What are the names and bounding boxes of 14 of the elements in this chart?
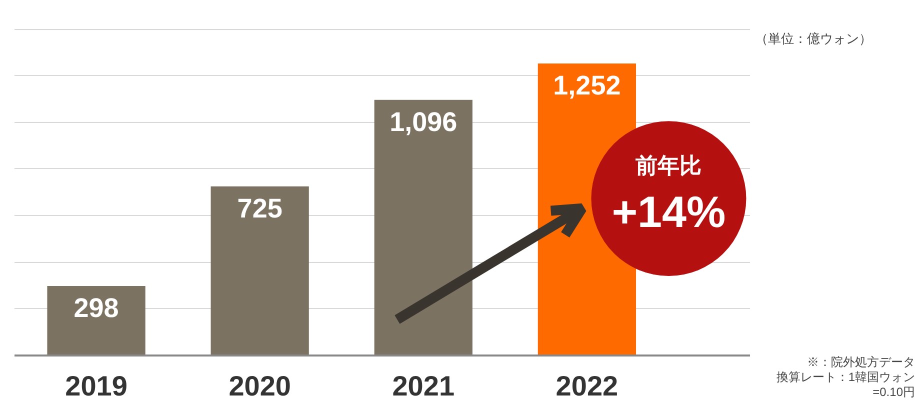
x-tick-label: 2019 <box>65 370 128 402</box>
data-label: 298 <box>74 293 119 324</box>
data-label: 1,096 <box>390 106 458 137</box>
text: 換算レート：1韓国ウォン=0.10円 <box>776 370 915 399</box>
bar <box>47 286 146 356</box>
text: （単位：億ウォン） <box>755 30 872 48</box>
annotation: 前年比 +14% <box>612 153 726 238</box>
x-tick-label: 2021 <box>392 370 455 402</box>
bar <box>210 186 309 356</box>
data-label: 1,252 <box>553 70 621 101</box>
x-tick-label: 2020 <box>228 370 291 402</box>
data-label: 725 <box>237 193 282 224</box>
x-tick-label: 2022 <box>556 370 618 402</box>
text: ※：院外処方データ <box>807 355 915 369</box>
